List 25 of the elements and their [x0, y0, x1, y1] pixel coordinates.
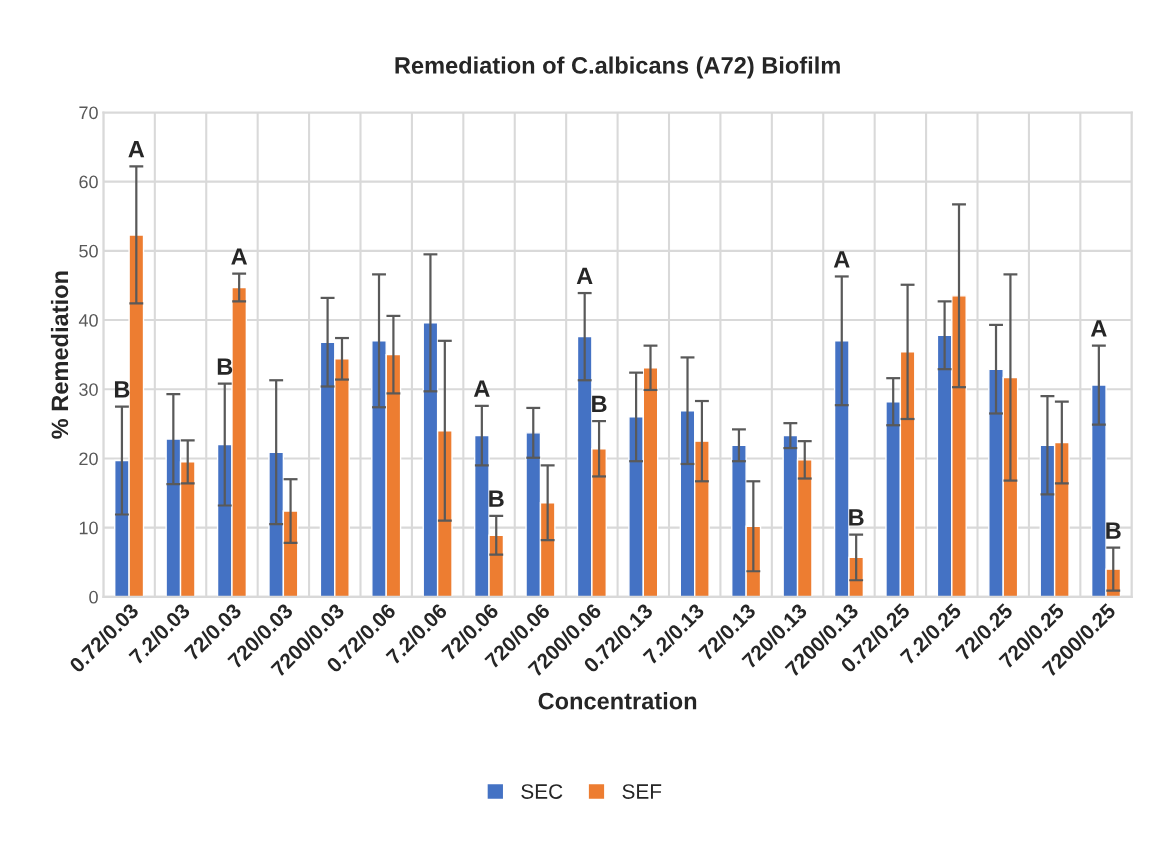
annotation: A [833, 251, 850, 268]
annotation: B [849, 509, 864, 526]
legend-label: SEF [622, 784, 662, 799]
annotation: B [1106, 522, 1121, 539]
y-tick-label: 0 [89, 590, 98, 604]
y-tick-label: 10 [79, 521, 98, 535]
annotation: A [576, 267, 593, 284]
annotation: A [231, 248, 248, 265]
y-tick-label: 60 [79, 175, 98, 189]
annotation: B [592, 395, 607, 413]
annotation: B [489, 490, 504, 507]
legend-label: SEC [521, 784, 563, 799]
annotation: A [128, 141, 145, 158]
annotation: B [114, 381, 130, 398]
annotation: A [473, 380, 490, 397]
y-tick-label: 70 [79, 106, 98, 120]
chart-title: Remediation of C.albicans (A72) Biofilm [395, 56, 840, 79]
annotation: B [217, 358, 233, 375]
annotation: A [1090, 320, 1107, 337]
x-axis-title: Concentration [538, 692, 697, 710]
y-tick-label: 30 [79, 383, 98, 396]
y-tick-label: 40 [78, 313, 98, 327]
y-axis-title: % Remediation [50, 271, 69, 439]
y-tick-label: 20 [79, 452, 98, 466]
y-tick-label: 50 [79, 244, 98, 258]
